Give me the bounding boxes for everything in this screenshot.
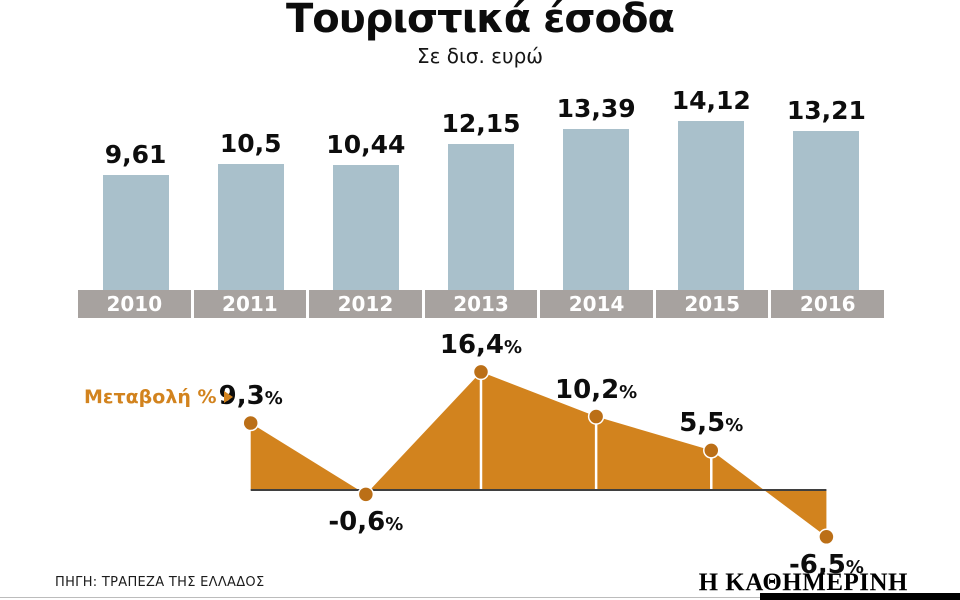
data-point-2016 [818, 528, 835, 546]
bar-2012 [332, 164, 399, 290]
footer-rule [0, 597, 960, 598]
change-value-number: 10,2 [555, 374, 620, 405]
year-axis: 2010 2011 2012 2013 2014 2015 2016 [78, 290, 885, 318]
bar-2013 [447, 144, 514, 290]
page-title: Τουριστικά έσοδα [286, 0, 675, 42]
bar-2014 [563, 129, 630, 290]
year-2015: 2015 [655, 290, 769, 318]
year-2013: 2013 [424, 290, 538, 318]
bar-2016 [793, 131, 860, 290]
percent-sign: % [619, 381, 638, 403]
data-point-2012 [357, 486, 375, 503]
bar-value-2010: 9,61 [104, 139, 167, 169]
bar-2015 [678, 120, 745, 290]
change-value-number: 16,4 [439, 329, 505, 360]
bar-value-2013: 12,15 [441, 109, 521, 139]
percent-sign: % [845, 556, 864, 578]
change-value-2013: 16,4% [411, 330, 551, 360]
bar-value-2016: 13,21 [786, 96, 866, 126]
percent-sign: % [264, 388, 283, 410]
brand-logo: Η ΚΑΘΗΜΕΡΙΝΗ [698, 569, 908, 596]
bar-value-2014: 13,39 [556, 94, 636, 124]
bar-value-2011: 10,5 [219, 129, 282, 158]
bar-2011 [217, 164, 284, 290]
percent-sign: % [504, 336, 523, 358]
change-value-2016: -6,5% [756, 550, 896, 580]
source-note: ΠΗΓΗ: ΤΡΑΠΕΖΑ ΤΗΣ ΕΛΛΑΔΟΣ [55, 575, 265, 590]
bar-value-2015: 14,12 [671, 85, 751, 115]
year-2016: 2016 [771, 290, 885, 318]
brand-bar [760, 593, 960, 600]
change-value-number: -0,6 [328, 507, 386, 538]
data-point-2013 [472, 363, 490, 381]
change-series-label: Μεταβολή % [84, 386, 233, 408]
change-value-2014: 10,2% [526, 375, 666, 405]
year-2011: 2011 [193, 290, 307, 318]
data-point-2015 [703, 442, 720, 459]
year-2012: 2012 [309, 290, 422, 318]
bar-value-2012: 10,44 [326, 129, 406, 159]
year-2014: 2014 [540, 290, 653, 318]
change-value-number: 5,5 [679, 408, 726, 439]
chart-subtitle: Σε δισ. ευρώ [416, 44, 544, 68]
percent-sign: % [385, 514, 404, 536]
change-series-label-text: Μεταβολή % [84, 386, 217, 408]
change-value-2012: -0,6% [296, 507, 436, 537]
year-2010: 2010 [78, 290, 191, 318]
bar-2010 [102, 174, 169, 290]
area-fill [250, 371, 827, 537]
data-point-2014 [587, 408, 605, 425]
percent-sign: % [725, 415, 744, 437]
data-point-2011 [242, 414, 259, 432]
change-value-number: -6,5 [788, 549, 846, 580]
change-value-2015: 5,5% [641, 408, 781, 438]
right-arrow-icon [223, 391, 233, 403]
